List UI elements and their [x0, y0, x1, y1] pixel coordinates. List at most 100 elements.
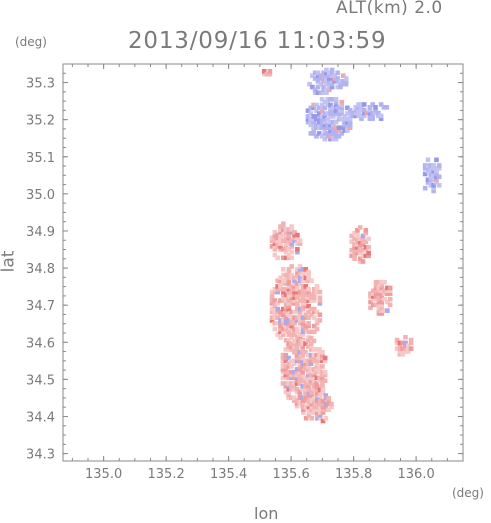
echo-cell — [434, 171, 439, 177]
echo-cell — [320, 355, 325, 361]
echo-cell — [306, 367, 311, 372]
echo-cell — [361, 107, 367, 113]
echo-cell — [306, 401, 312, 407]
echo-cell — [281, 232, 286, 238]
echo-cell — [281, 238, 286, 244]
echo-cell — [428, 166, 434, 171]
echo-cell — [371, 302, 376, 308]
echo-cell — [387, 302, 393, 308]
echo-cell — [292, 315, 297, 320]
echo-cell — [283, 372, 289, 378]
echo-cell — [309, 295, 314, 301]
echo-cell — [283, 298, 289, 303]
echo-cell — [275, 284, 280, 289]
echo-cell — [292, 301, 297, 306]
echo-cell — [281, 295, 286, 301]
echo-cell — [281, 292, 286, 298]
echo-cell — [328, 131, 333, 136]
echo-cell — [303, 326, 309, 332]
echo-cell — [300, 278, 306, 283]
echo-cell — [318, 90, 324, 95]
echo-cell — [295, 232, 300, 238]
echo-cell — [339, 125, 345, 131]
echo-cell — [367, 116, 373, 121]
echo-cell — [292, 238, 297, 244]
echo-cell — [308, 375, 314, 381]
echo-cell — [305, 108, 311, 113]
echo-cell — [400, 346, 405, 351]
echo-cell — [291, 347, 297, 352]
echo-cell — [322, 131, 328, 136]
echo-cell — [289, 275, 295, 281]
echo-cell — [323, 415, 329, 421]
echo-cell — [315, 413, 320, 418]
echo-cell — [371, 296, 376, 302]
echo-cell — [403, 343, 408, 349]
echo-cell — [300, 301, 306, 306]
echo-cell — [311, 119, 316, 125]
echo-cell — [306, 398, 312, 404]
echo-cell — [295, 303, 300, 309]
echo-cell — [317, 289, 323, 295]
echo-cell — [306, 309, 311, 315]
echo-cell — [436, 174, 442, 180]
echo-cell — [363, 230, 369, 236]
echo-cell — [317, 364, 322, 369]
echo-cell — [311, 286, 317, 292]
echo-cell — [283, 255, 289, 261]
echo-cell — [286, 392, 291, 398]
echo-cell — [278, 326, 283, 332]
echo-cell — [425, 177, 431, 182]
echo-cell — [300, 361, 305, 366]
echo-cell — [352, 253, 357, 259]
echo-cell — [367, 110, 373, 116]
echo-cell — [283, 367, 289, 372]
echo-cell — [339, 131, 345, 136]
echo-cell — [275, 235, 280, 241]
echo-cell — [314, 114, 319, 119]
echo-cell — [397, 346, 403, 351]
echo-cell — [283, 281, 289, 286]
echo-cell — [314, 381, 320, 386]
echo-cell — [278, 229, 283, 235]
echo-cell — [408, 346, 414, 351]
echo-cell — [333, 111, 339, 116]
echo-cell — [306, 344, 311, 349]
echo-cell — [289, 286, 295, 292]
echo-cell — [291, 349, 297, 355]
echo-cell — [295, 281, 300, 286]
echo-cell — [331, 125, 336, 131]
echo-cell — [403, 349, 408, 354]
echo-cell — [297, 358, 303, 364]
echo-cell — [320, 390, 326, 395]
echo-cell — [397, 340, 403, 346]
echo-cell — [280, 358, 286, 364]
echo-cell — [278, 235, 283, 241]
echo-cell — [357, 247, 363, 253]
echo-cell — [316, 116, 322, 122]
echo-cell — [303, 292, 309, 298]
echo-cell — [325, 116, 330, 122]
echo-cell — [297, 267, 303, 272]
echo-cell — [368, 294, 373, 299]
echo-cell — [303, 315, 309, 320]
echo-cell — [269, 298, 275, 303]
echo-cell — [315, 73, 321, 78]
echo-cell — [314, 320, 320, 326]
echo-cell — [431, 177, 436, 182]
echo-cell — [371, 288, 376, 294]
echo-cell — [332, 73, 338, 78]
echo-cell — [323, 393, 329, 398]
echo-cell — [283, 275, 289, 281]
echo-cell — [382, 288, 387, 294]
echo-cell — [297, 241, 303, 246]
echo-cell — [312, 76, 318, 81]
echo-cell — [294, 398, 300, 403]
echo-cell — [315, 387, 320, 393]
echo-cell — [300, 349, 305, 355]
echo-cell — [314, 367, 320, 372]
echo-cell — [379, 294, 385, 299]
echo-cell — [408, 340, 414, 346]
echo-cell — [297, 312, 303, 318]
echo-cell — [291, 344, 297, 349]
